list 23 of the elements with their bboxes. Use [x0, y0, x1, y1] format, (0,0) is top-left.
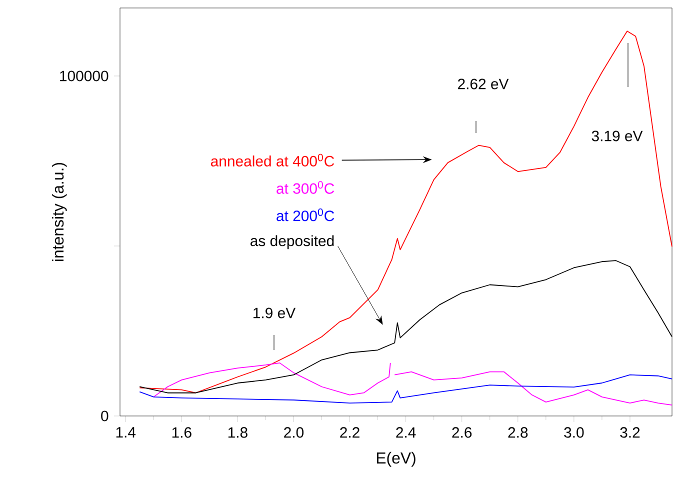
x-axis-title: E(eV)	[376, 452, 416, 467]
x-tick-label: 1.6	[172, 427, 192, 438]
y-axis-title: intensity (a.u.)	[52, 162, 67, 261]
text: at 200$^{0}$C	[276, 208, 334, 222]
y-tick-label: 100000	[60, 70, 108, 82]
x-tick-label: 3.2	[620, 427, 640, 438]
y-tick-label: 0	[101, 410, 108, 422]
x-tick-label: 2.2	[340, 427, 360, 438]
x-tick-label: 2.4	[396, 427, 416, 438]
line-series	[139, 30, 672, 394]
x-tick-label: 2.8	[508, 427, 528, 438]
x-tick-label: 2.6	[452, 427, 472, 438]
annotation: 2.62 eV	[458, 78, 509, 90]
text: at 300$^{0}$C	[276, 181, 334, 194]
x-tick-label: 1.4	[116, 427, 136, 438]
line-series	[139, 374, 672, 404]
x-tick-label: 2.0	[284, 427, 304, 438]
annotation: 3.19 eV	[592, 130, 643, 142]
x-tick-label: 1.8	[228, 427, 248, 438]
text: annealed at 400$^{0}$C	[210, 154, 334, 166]
annotation: 1.9 eV	[254, 308, 296, 318]
text: as deposited	[250, 235, 334, 250]
x-tick-label: 3.0	[564, 427, 584, 438]
